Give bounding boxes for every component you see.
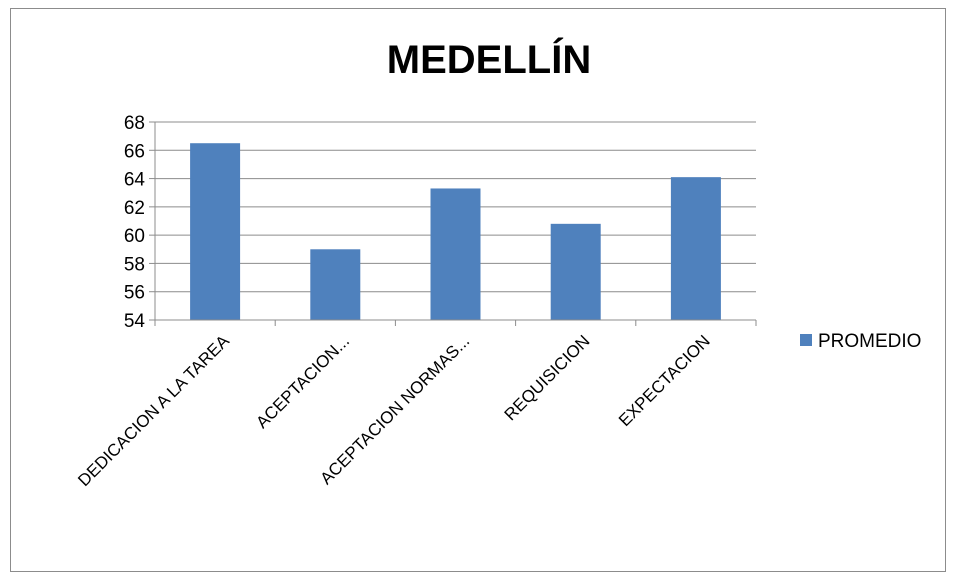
x-axis: DEDICACION A LA TAREA ACEPTACION...ACEPTA… bbox=[74, 319, 757, 490]
bar bbox=[670, 177, 721, 320]
legend: PROMEDIO bbox=[800, 331, 921, 352]
legend-swatch-promedio bbox=[800, 334, 812, 346]
y-tick-label: 66 bbox=[124, 141, 145, 162]
y-tick-label: 58 bbox=[124, 254, 145, 275]
x-tick-label: EXPECTACION bbox=[615, 331, 714, 430]
x-tick-label: DEDICACION A LA TAREA bbox=[74, 331, 233, 490]
y-tick-label: 68 bbox=[124, 113, 145, 134]
y-axis: 54 56 58 60 62 64 66 68 bbox=[124, 113, 156, 332]
bar bbox=[430, 188, 481, 320]
x-tick-label: REQUISICION bbox=[501, 331, 594, 424]
y-tick-label: 56 bbox=[124, 283, 145, 304]
x-tick-label: ACEPTACION... bbox=[252, 331, 353, 432]
y-tick-label: 54 bbox=[124, 311, 146, 332]
bar bbox=[550, 223, 601, 320]
chart-title: MEDELLÍN bbox=[387, 37, 591, 82]
legend-label-promedio: PROMEDIO bbox=[818, 331, 921, 352]
bars bbox=[190, 143, 721, 320]
y-tick-label: 60 bbox=[124, 226, 145, 247]
bar bbox=[190, 143, 241, 320]
y-tick-label: 64 bbox=[124, 170, 146, 191]
bar bbox=[310, 249, 361, 320]
gridlines bbox=[155, 121, 756, 293]
y-tick-label: 62 bbox=[124, 198, 145, 219]
